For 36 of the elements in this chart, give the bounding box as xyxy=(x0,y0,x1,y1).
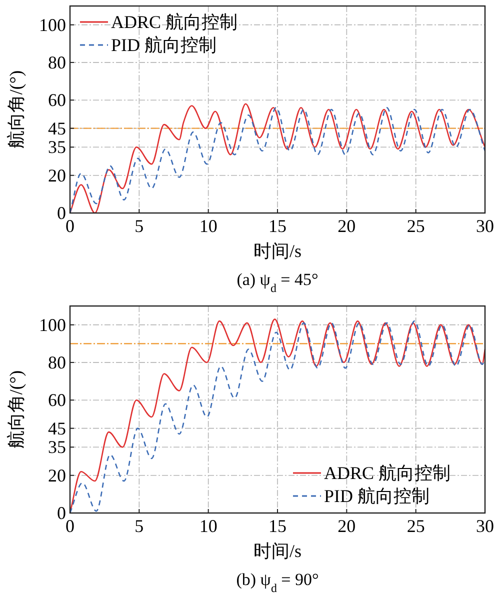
x-axis-title: 时间/s xyxy=(253,241,302,261)
x-tick-label: 15 xyxy=(268,516,286,536)
x-tick-label: 20 xyxy=(338,216,356,236)
x-axis-title: 时间/s xyxy=(253,541,302,561)
y-tick-label: 45 xyxy=(48,118,66,138)
y-tick-label: 100 xyxy=(39,314,66,335)
x-tick-label: 10 xyxy=(199,516,218,536)
y-axis-title: 航向角/(°) xyxy=(6,370,26,449)
y-tick-label: 35 xyxy=(48,437,66,458)
legend-label: ADRC 航向控制 xyxy=(111,12,238,32)
x-tick-label: 20 xyxy=(338,516,356,536)
x-tick-label: 5 xyxy=(134,516,144,536)
legend-label: PID 航向控制 xyxy=(111,35,217,55)
y-tick-label: 0 xyxy=(57,203,66,223)
y-tick-label: 45 xyxy=(48,418,66,438)
legend-label: PID 航向控制 xyxy=(324,486,430,506)
x-tick-label: 5 xyxy=(134,216,144,236)
y-axis-title: 航向角/(°) xyxy=(6,70,26,149)
x-tick-label: 10 xyxy=(199,216,218,236)
x-tick-label: 15 xyxy=(268,216,286,236)
y-tick-label: 80 xyxy=(48,352,66,372)
y-tick-label: 80 xyxy=(48,52,66,72)
x-tick-label: 30 xyxy=(476,516,494,536)
legend-label: ADRC 航向控制 xyxy=(324,463,451,483)
y-tick-label: 100 xyxy=(39,14,66,35)
y-tick-label: 35 xyxy=(48,137,66,158)
y-tick-label: 60 xyxy=(48,90,66,110)
x-tick-label: 30 xyxy=(476,216,494,236)
text: (b) ψ$_{d}$ = 90° xyxy=(236,570,319,595)
y-tick-label: 20 xyxy=(48,465,66,486)
x-tick-label: 25 xyxy=(406,516,425,536)
x-tick-label: 25 xyxy=(406,216,425,236)
y-tick-label: 20 xyxy=(48,165,66,186)
y-tick-label: 0 xyxy=(57,503,66,523)
y-tick-label: 60 xyxy=(48,390,66,410)
text: (a) ψ$_{d}$ = 45° xyxy=(236,270,318,295)
